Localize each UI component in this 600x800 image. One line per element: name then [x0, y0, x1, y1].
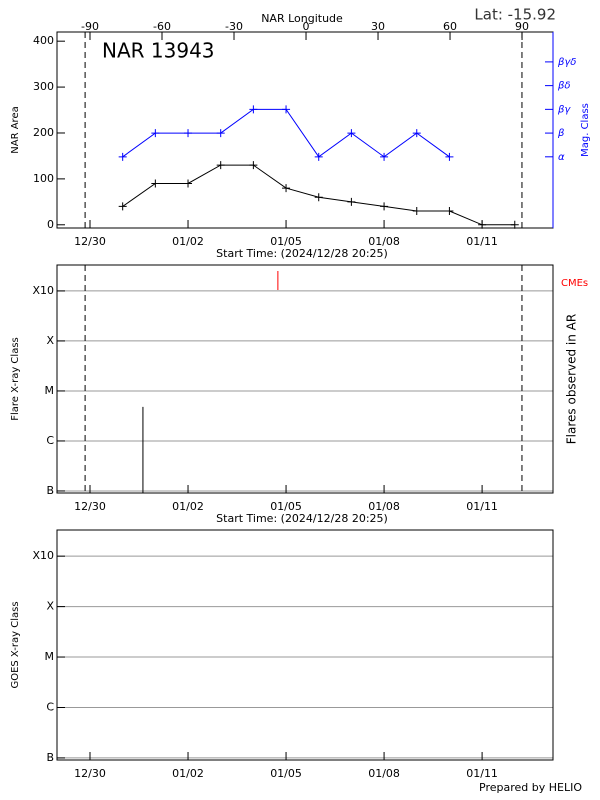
point-marker [249, 105, 258, 114]
point-marker [282, 105, 291, 114]
y2-tick-label: βγ [557, 104, 571, 115]
x-tick-label: 01/02 [172, 235, 204, 248]
x-tick-label: 01/08 [368, 500, 400, 513]
x-tick-label: 01/05 [270, 767, 302, 780]
footer: Prepared by HELIO [479, 781, 582, 794]
point-marker [282, 184, 291, 193]
x2-tick-label: 30 [371, 20, 385, 33]
x-tick-label: 01/05 [270, 500, 302, 513]
x-tick-label: 01/02 [172, 767, 204, 780]
point-marker [184, 179, 193, 188]
point-marker [314, 152, 323, 161]
x-tick-label: 12/30 [74, 767, 106, 780]
point-marker [445, 152, 454, 161]
y-tick-label: X [46, 334, 54, 347]
point-marker [249, 161, 258, 170]
x-tick-label: 01/08 [368, 767, 400, 780]
x-tick-label: 12/30 [74, 500, 106, 513]
point-marker [478, 220, 487, 229]
y-axis-label: Flare X-ray Class [10, 337, 21, 421]
point-marker [412, 129, 421, 138]
point-marker [216, 129, 225, 138]
y-axis-label: NAR Area [10, 106, 21, 153]
y-axis-label: GOES X-ray Class [10, 601, 21, 688]
y-tick-label: 400 [33, 34, 54, 47]
y-tick-label: M [45, 650, 55, 663]
point-marker [380, 202, 389, 211]
x-tick-label: 01/05 [270, 235, 302, 248]
y2-tick-label: α [558, 152, 565, 163]
x-tick-label: 01/11 [466, 767, 498, 780]
y-tick-label: X10 [32, 549, 54, 562]
plot-frame [56, 529, 554, 761]
x2-axis-label: NAR Longitude [261, 12, 343, 25]
y-tick-label: B [46, 484, 54, 497]
point-marker [380, 152, 389, 161]
x-tick-label: 01/08 [368, 235, 400, 248]
x2-tick-label: -60 [153, 20, 171, 33]
y-tick-label: 0 [47, 218, 54, 231]
y2-tick-label: βγδ [557, 57, 576, 68]
point-marker [216, 161, 225, 170]
x-axis-label: Start Time: (2024/12/28 20:25) [216, 247, 388, 260]
point-marker [118, 152, 127, 161]
y-tick-label: X [46, 600, 54, 613]
point-marker [445, 207, 454, 216]
x-tick-label: 01/02 [172, 500, 204, 513]
x-tick-label: 12/30 [74, 235, 106, 248]
y2-tick-label: β [557, 128, 565, 139]
plot-frame [56, 264, 554, 494]
y2-tick-label: βδ [557, 81, 571, 92]
y-tick-label: B [46, 751, 54, 764]
y-tick-label: 300 [33, 80, 54, 93]
y-tick-label: C [46, 700, 54, 713]
point-marker [347, 197, 356, 206]
series-line [122, 108, 450, 158]
x2-tick-label: 90 [515, 20, 529, 33]
point-marker [184, 129, 193, 138]
x-tick-label: 01/11 [466, 500, 498, 513]
chart-title: NAR 13943 [102, 39, 215, 63]
x2-tick-label: -90 [81, 20, 99, 33]
x2-tick-label: 0 [303, 20, 310, 33]
x-tick-label: 01/11 [466, 235, 498, 248]
y-tick-label: 200 [33, 126, 54, 139]
x2-tick-label: 60 [443, 20, 457, 33]
point-marker [347, 129, 356, 138]
point-marker [314, 193, 323, 202]
y2-axis-label: Flares observed in AR [565, 314, 579, 444]
y-tick-label: 100 [33, 172, 54, 185]
point-marker [151, 179, 160, 188]
y-tick-label: X10 [32, 284, 54, 297]
point-marker [151, 129, 160, 138]
y2-axis-label: Mag. Class [580, 103, 591, 157]
point-marker [510, 220, 519, 229]
y-tick-label: M [45, 384, 55, 397]
point-marker [412, 207, 421, 216]
x2-tick-label: -30 [225, 20, 243, 33]
cme-label: CMEs [561, 278, 588, 289]
point-marker [118, 202, 127, 211]
annotation: Lat: -15.92 [474, 6, 556, 24]
y-tick-label: C [46, 434, 54, 447]
x-axis-label: Start Time: (2024/12/28 20:25) [216, 512, 388, 525]
